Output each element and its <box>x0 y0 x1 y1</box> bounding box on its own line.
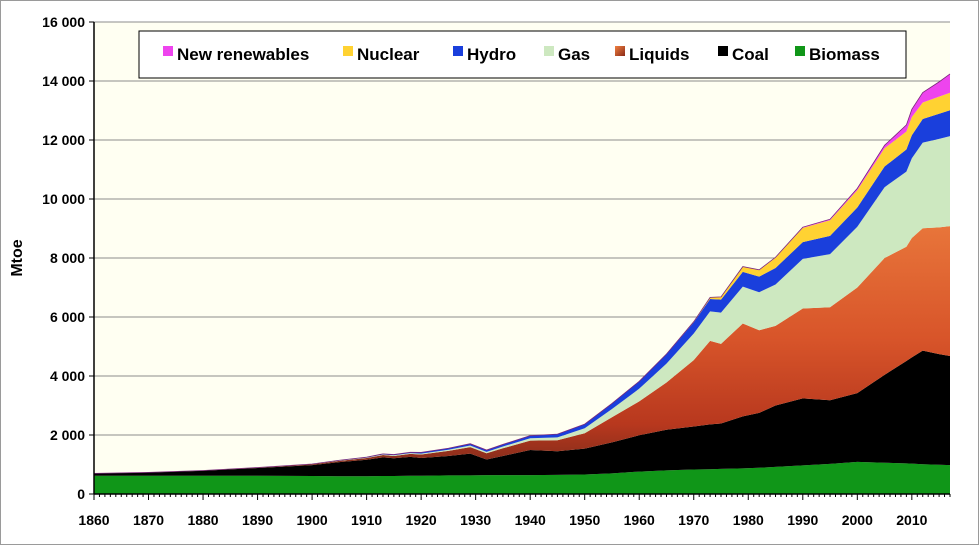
x-axis-ticks: 1860 1870 1880 1890 1900 1910 1920 1930 1940 1950… <box>78 494 951 528</box>
y-tick-label: 14 000 <box>42 73 85 89</box>
y-axis-ticks: 0 2 000 4 000 6 000 8 000 10 000 12 000 14 000 1… <box>42 14 94 502</box>
x-tick-label: 1910 <box>351 512 382 528</box>
x-tick-label: 1870 <box>133 512 164 528</box>
legend-label-nuclear: Nuclear <box>357 45 420 64</box>
legend-label-gas: Gas <box>558 45 590 64</box>
x-tick-label: 1920 <box>406 512 437 528</box>
x-tick-label: 1930 <box>460 512 491 528</box>
y-tick-label: 2 000 <box>50 427 85 443</box>
legend-swatch-gas <box>544 46 554 56</box>
legend: New renewables Nuclear Hydro Gas Liquids Coal… <box>138 30 907 79</box>
legend-label-coal: Coal <box>732 45 769 64</box>
legend-swatch-nuclear <box>343 46 353 56</box>
x-tick-label: 1980 <box>733 512 764 528</box>
legend-label-new-renewables: New renewables <box>177 45 309 64</box>
legend-box <box>138 30 907 79</box>
legend-swatch-hydro <box>453 46 463 56</box>
y-tick-label: 16 000 <box>42 14 85 30</box>
x-tick-label: 1880 <box>187 512 218 528</box>
y-tick-label: 10 000 <box>42 191 85 207</box>
x-tick-label: 1990 <box>787 512 818 528</box>
area-coal <box>94 350 950 477</box>
legend-swatch-new-renewables <box>163 46 173 56</box>
x-tick-label: 2000 <box>842 512 873 528</box>
y-tick-label: 0 <box>77 486 85 502</box>
x-tick-label: 1940 <box>515 512 546 528</box>
x-tick-label: 1960 <box>624 512 655 528</box>
x-tick-label: 1950 <box>569 512 600 528</box>
legend-swatch-liquids <box>615 46 625 56</box>
x-tick-label: 1900 <box>297 512 328 528</box>
area-liquids <box>94 226 950 474</box>
y-tick-label: 12 000 <box>42 132 85 148</box>
y-tick-label: 8 000 <box>50 250 85 266</box>
legend-label-hydro: Hydro <box>467 45 516 64</box>
y-tick-label: 6 000 <box>50 309 85 325</box>
legend-label-biomass: Biomass <box>809 45 880 64</box>
x-tick-label: 2010 <box>896 512 927 528</box>
legend-label-liquids: Liquids <box>629 45 689 64</box>
x-tick-label: 1970 <box>678 512 709 528</box>
area-biomass <box>94 461 950 494</box>
legend-swatch-biomass <box>795 46 805 56</box>
y-tick-label: 4 000 <box>50 368 85 384</box>
x-tick-label: 1890 <box>242 512 273 528</box>
x-tick-label: 1860 <box>78 512 109 528</box>
total-outline <box>93 73 951 474</box>
y-axis-label: Mtoe <box>9 239 26 276</box>
stacked-areas <box>93 73 951 494</box>
legend-swatch-coal <box>718 46 728 56</box>
area-gas <box>94 136 950 474</box>
